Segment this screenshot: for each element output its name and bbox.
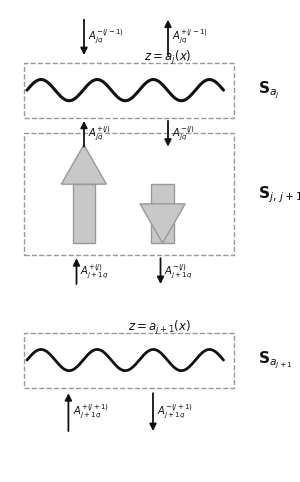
Polygon shape xyxy=(61,145,106,184)
Text: $A_{jq}^{-(j-1)}$: $A_{jq}^{-(j-1)}$ xyxy=(88,27,124,46)
Text: $A_{j+1q}^{+(j+1)}$: $A_{j+1q}^{+(j+1)}$ xyxy=(73,403,109,421)
Text: $A_{j+1q}^{-(j+1)}$: $A_{j+1q}^{-(j+1)}$ xyxy=(157,403,193,421)
Polygon shape xyxy=(140,204,185,243)
Text: $z = a_{j+1}(x)$: $z = a_{j+1}(x)$ xyxy=(128,319,190,337)
Text: $A_{jq}^{-(j)}$: $A_{jq}^{-(j)}$ xyxy=(172,125,195,143)
Text: $\mathbf{S}_{j,\,j+1}$: $\mathbf{S}_{j,\,j+1}$ xyxy=(258,184,300,204)
Text: $A_{j+1q}^{-(j)}$: $A_{j+1q}^{-(j)}$ xyxy=(164,262,193,281)
Text: $z = a_j(x)$: $z = a_j(x)$ xyxy=(144,49,192,67)
Text: $A_{jq}^{+(j)}$: $A_{jq}^{+(j)}$ xyxy=(88,125,111,143)
Text: $\mathbf{S}_{a_{j+1}}$: $\mathbf{S}_{a_{j+1}}$ xyxy=(258,349,293,371)
Text: $A_{jq}^{+(j-1)}$: $A_{jq}^{+(j-1)}$ xyxy=(172,27,208,46)
Text: $\mathbf{S}_{a_j}$: $\mathbf{S}_{a_j}$ xyxy=(258,80,280,101)
Text: $A_{j+1q}^{+(j)}$: $A_{j+1q}^{+(j)}$ xyxy=(80,262,109,281)
Bar xyxy=(151,184,174,243)
Bar xyxy=(73,184,95,243)
